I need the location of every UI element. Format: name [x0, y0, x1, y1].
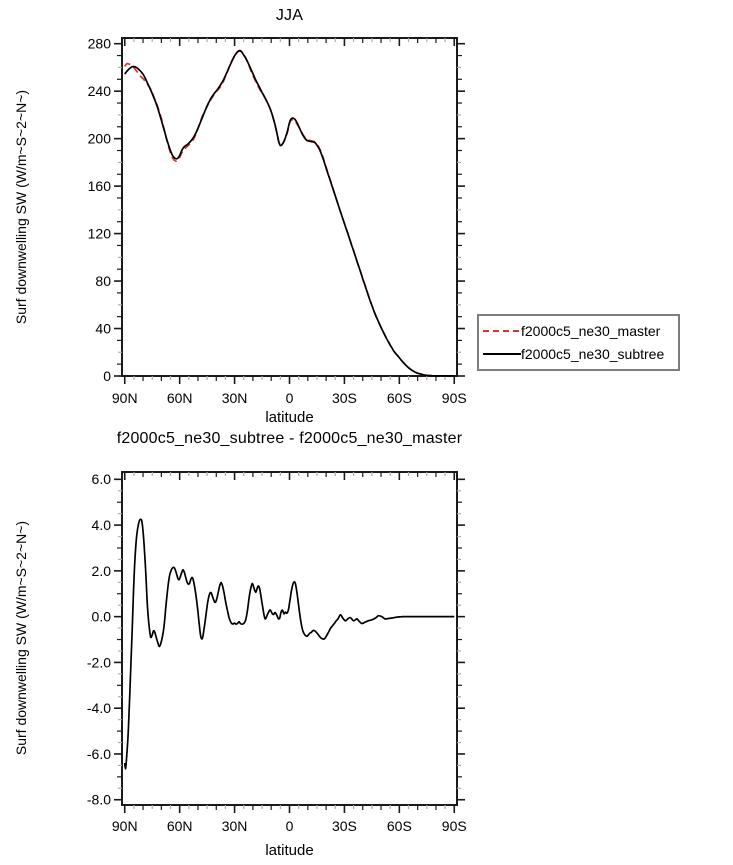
top-chart-y-tick-label: 200	[88, 131, 112, 147]
top-chart-y-tick-label: 40	[95, 320, 111, 336]
top-chart-y-tick-label: 160	[88, 178, 112, 194]
legend-label-master: f2000c5_ne30_master	[521, 323, 661, 340]
bottom-chart-y-tick-label: 4.0	[92, 517, 112, 533]
bottom-chart-y-tick-label: -4.0	[87, 700, 111, 716]
bottom-chart-x-tick-label: 30N	[222, 818, 248, 834]
legend-label-subtree: f2000c5_ne30_subtree	[521, 345, 665, 362]
top-chart-y-tick-label: 240	[88, 83, 112, 99]
top-chart-x-axis-label: latitude	[265, 409, 314, 426]
bottom-chart-x-axis-label: latitude	[265, 842, 314, 859]
bottom-chart-x-tick-label: 60N	[167, 818, 193, 834]
bottom-chart: 90N 60N 30N 0 30S 60S 90S 6.0 4.0 2.0 0.0 -2.0 -4.0 -…	[87, 471, 467, 834]
legend-item-master: f2000c5_ne30_master	[482, 324, 678, 338]
bottom-chart-x-tick-label: 90N	[112, 818, 138, 834]
top-chart-y-tick-label: 120	[88, 225, 112, 241]
legend-line-master-icon	[483, 330, 521, 333]
top-chart-x-tick-label: 90S	[442, 390, 467, 406]
top-chart-x-tick-label: 60S	[387, 390, 412, 406]
top-chart-y-tick-label: 280	[88, 36, 112, 52]
top-chart-x-tick-label: 30N	[222, 390, 248, 406]
top-chart: 90N 60N 30N 0 30S 60S 90S 280 240 200 160 120 80 40 0	[88, 36, 467, 406]
top-chart-title: JJA	[275, 7, 304, 24]
bottom-chart-x-tick-label: 90S	[442, 818, 467, 834]
top-chart-frame	[121, 37, 458, 377]
bottom-chart-y-tick-label: 2.0	[92, 563, 112, 579]
top-chart-x-tick-label: 0	[286, 390, 294, 406]
bottom-chart-y-tick-label: 0.0	[92, 609, 112, 625]
top-chart-x-tick-label: 60N	[167, 390, 193, 406]
top-chart-series-1	[124, 49, 455, 377]
legend-item-subtree: f2000c5_ne30_subtree	[482, 347, 678, 361]
bottom-chart-frame	[121, 471, 458, 806]
bottom-chart-series-0	[123, 518, 455, 770]
bottom-chart-x-tick-label: 60S	[387, 818, 412, 834]
bottom-chart-y-tick-label: 6.0	[92, 471, 112, 487]
bottom-chart-title: f2000c5_ne30_subtree - f2000c5_ne30_mast…	[116, 430, 463, 447]
top-chart-series-0	[124, 49, 455, 377]
top-chart-y-tick-label: 80	[95, 273, 111, 289]
top-chart-y-tick-label: 0	[103, 368, 111, 384]
bottom-chart-y-tick-label: -6.0	[87, 746, 111, 762]
top-chart-x-tick-label: 90N	[112, 390, 138, 406]
top-chart-x-tick-label: 30S	[332, 390, 357, 406]
bottom-chart-y-tick-label: -8.0	[87, 792, 111, 808]
bottom-chart-y-tick-label: -2.0	[87, 654, 111, 670]
bottom-chart-x-tick-label: 0	[286, 818, 294, 834]
bottom-chart-x-tick-label: 30S	[332, 818, 357, 834]
legend-line-subtree-icon	[483, 352, 521, 355]
legend-box: f2000c5_ne30_master f2000c5_ne30_subtree	[477, 314, 680, 371]
